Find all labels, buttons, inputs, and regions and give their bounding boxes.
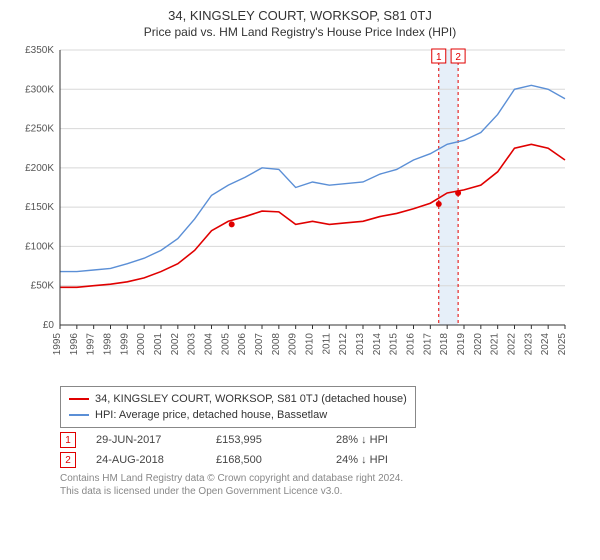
- svg-text:2003: 2003: [187, 333, 198, 356]
- legend-swatch: [69, 398, 89, 400]
- event-date: 29-JUN-2017: [96, 434, 196, 446]
- svg-text:2006: 2006: [237, 333, 248, 356]
- svg-text:1995: 1995: [52, 333, 63, 356]
- svg-text:2: 2: [455, 52, 461, 63]
- line-chart-svg: £0 £50K £100K £150K £200K £250K £300K £350K 1 2 19…: [10, 45, 570, 375]
- svg-text:2020: 2020: [473, 333, 484, 356]
- chart-plot-area: £0 £50K £100K £150K £200K £250K £300K £350K 1 2 19…: [10, 45, 590, 380]
- svg-text:2008: 2008: [271, 333, 282, 356]
- event-price: £153,995: [216, 434, 316, 446]
- legend-label: HPI: Average price, detached house, Bass…: [95, 407, 327, 423]
- svg-text:£250K: £250K: [25, 124, 54, 135]
- footer-line-1: Contains HM Land Registry data © Crown c…: [60, 472, 590, 485]
- legend-row: HPI: Average price, detached house, Bass…: [69, 407, 407, 423]
- events-table: 1 29-JUN-2017 £153,995 28% ↓ HPI 2 24-AUG-201…: [60, 432, 590, 468]
- svg-text:2014: 2014: [372, 333, 383, 356]
- chart-title: 34, KINGSLEY COURT, WORKSOP, S81 0TJ: [10, 8, 590, 23]
- svg-text:2023: 2023: [523, 333, 534, 356]
- svg-text:2004: 2004: [204, 333, 215, 356]
- legend-swatch: [69, 414, 89, 416]
- event-delta: 24% ↓ HPI: [336, 454, 436, 466]
- svg-text:2022: 2022: [507, 333, 518, 356]
- legend-row: 34, KINGSLEY COURT, WORKSOP, S81 0TJ (de…: [69, 391, 407, 407]
- svg-text:2002: 2002: [170, 333, 181, 356]
- event-badge: 1: [60, 432, 76, 448]
- svg-text:£150K: £150K: [25, 202, 54, 213]
- footer-line-2: This data is licensed under the Open Gov…: [60, 485, 590, 498]
- svg-text:2013: 2013: [355, 333, 366, 356]
- event-badge: 2: [60, 452, 76, 468]
- chart-container: 34, KINGSLEY COURT, WORKSOP, S81 0TJ Pri…: [0, 0, 600, 504]
- event-price: £168,500: [216, 454, 316, 466]
- svg-text:2018: 2018: [439, 333, 450, 356]
- svg-text:2024: 2024: [540, 333, 551, 356]
- svg-text:2015: 2015: [389, 333, 400, 356]
- event-delta: 28% ↓ HPI: [336, 434, 436, 446]
- legend-box: 34, KINGSLEY COURT, WORKSOP, S81 0TJ (de…: [60, 386, 416, 428]
- svg-text:2011: 2011: [321, 333, 332, 355]
- event-row: 2 24-AUG-2018 £168,500 24% ↓ HPI: [60, 452, 590, 468]
- svg-text:2000: 2000: [136, 333, 147, 356]
- svg-text:1: 1: [436, 52, 442, 63]
- event-row: 1 29-JUN-2017 £153,995 28% ↓ HPI: [60, 432, 590, 448]
- svg-text:1996: 1996: [69, 333, 80, 356]
- svg-text:£100K: £100K: [25, 241, 54, 252]
- svg-text:£50K: £50K: [31, 281, 55, 292]
- svg-text:£350K: £350K: [25, 45, 54, 56]
- svg-text:2007: 2007: [254, 333, 265, 356]
- svg-text:£0: £0: [43, 320, 55, 331]
- svg-text:2016: 2016: [406, 333, 417, 356]
- svg-text:2021: 2021: [490, 333, 501, 356]
- chart-subtitle: Price paid vs. HM Land Registry's House …: [10, 25, 590, 39]
- svg-text:1999: 1999: [119, 333, 130, 356]
- svg-text:2009: 2009: [288, 333, 299, 356]
- svg-text:2012: 2012: [338, 333, 349, 356]
- svg-text:2019: 2019: [456, 333, 467, 356]
- svg-text:2010: 2010: [305, 333, 316, 356]
- svg-text:£300K: £300K: [25, 84, 54, 95]
- footer-attribution: Contains HM Land Registry data © Crown c…: [60, 472, 590, 498]
- legend-label: 34, KINGSLEY COURT, WORKSOP, S81 0TJ (de…: [95, 391, 407, 407]
- svg-text:2017: 2017: [422, 333, 433, 356]
- svg-text:1997: 1997: [86, 333, 97, 356]
- svg-text:1998: 1998: [103, 333, 114, 356]
- svg-text:2005: 2005: [220, 333, 231, 356]
- svg-text:£200K: £200K: [25, 163, 54, 174]
- svg-text:2025: 2025: [557, 333, 568, 356]
- svg-text:2001: 2001: [153, 333, 164, 356]
- event-date: 24-AUG-2018: [96, 454, 196, 466]
